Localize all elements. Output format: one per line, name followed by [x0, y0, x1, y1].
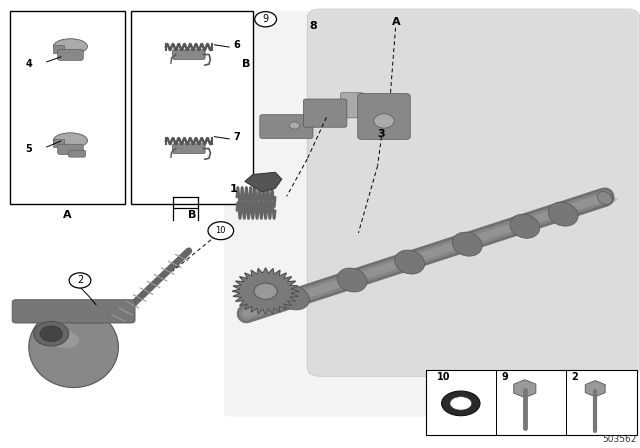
FancyBboxPatch shape: [358, 94, 410, 139]
Ellipse shape: [34, 322, 69, 346]
Ellipse shape: [442, 247, 459, 254]
Ellipse shape: [552, 212, 571, 220]
Text: 2: 2: [77, 276, 83, 285]
FancyBboxPatch shape: [172, 144, 205, 154]
Text: 8: 8: [310, 21, 317, 30]
Ellipse shape: [516, 224, 534, 231]
Text: A: A: [392, 17, 401, 27]
Ellipse shape: [378, 267, 394, 274]
Ellipse shape: [442, 391, 480, 416]
Ellipse shape: [580, 204, 599, 211]
Ellipse shape: [488, 233, 506, 239]
Ellipse shape: [562, 210, 580, 217]
FancyBboxPatch shape: [12, 300, 135, 323]
Text: B: B: [188, 210, 196, 220]
FancyBboxPatch shape: [172, 50, 205, 60]
Bar: [426, 370, 637, 435]
Ellipse shape: [53, 133, 88, 148]
Bar: [10, 11, 125, 204]
Ellipse shape: [332, 282, 347, 288]
FancyBboxPatch shape: [224, 11, 637, 417]
Ellipse shape: [395, 250, 424, 274]
Circle shape: [254, 283, 277, 299]
Text: B: B: [242, 59, 251, 69]
Ellipse shape: [276, 299, 291, 305]
Ellipse shape: [304, 291, 319, 297]
Circle shape: [255, 12, 276, 27]
Ellipse shape: [548, 202, 578, 226]
Ellipse shape: [534, 218, 552, 225]
Text: 7: 7: [234, 132, 241, 142]
FancyBboxPatch shape: [303, 99, 347, 127]
Text: 4: 4: [25, 59, 32, 69]
Text: 5: 5: [25, 144, 32, 154]
Ellipse shape: [405, 259, 422, 265]
Bar: [53, 139, 65, 147]
Ellipse shape: [450, 396, 472, 410]
Ellipse shape: [451, 244, 468, 251]
Ellipse shape: [497, 230, 515, 237]
Polygon shape: [232, 268, 299, 314]
Ellipse shape: [598, 198, 618, 205]
Ellipse shape: [340, 279, 356, 285]
Ellipse shape: [53, 39, 88, 54]
Polygon shape: [245, 172, 282, 192]
Ellipse shape: [460, 241, 477, 248]
Ellipse shape: [506, 227, 524, 234]
FancyBboxPatch shape: [340, 93, 364, 118]
Bar: [53, 45, 65, 53]
Ellipse shape: [337, 268, 367, 292]
Ellipse shape: [470, 238, 487, 245]
FancyBboxPatch shape: [58, 144, 83, 155]
Ellipse shape: [280, 286, 309, 310]
Text: A: A: [63, 210, 72, 220]
Ellipse shape: [258, 305, 272, 310]
Ellipse shape: [294, 293, 310, 299]
Text: 2: 2: [572, 372, 579, 383]
Ellipse shape: [571, 207, 589, 214]
Text: 9: 9: [262, 14, 269, 24]
Ellipse shape: [414, 256, 431, 262]
Text: 10: 10: [437, 372, 451, 383]
Ellipse shape: [248, 308, 263, 314]
Ellipse shape: [313, 288, 328, 293]
Ellipse shape: [396, 262, 412, 268]
Text: 1: 1: [230, 184, 237, 194]
Text: 503562: 503562: [602, 435, 637, 444]
Ellipse shape: [510, 214, 540, 238]
Circle shape: [374, 114, 394, 128]
Bar: [131, 11, 253, 204]
Ellipse shape: [40, 326, 63, 342]
FancyBboxPatch shape: [58, 49, 83, 60]
FancyBboxPatch shape: [68, 150, 86, 157]
Text: 3: 3: [377, 129, 385, 139]
Ellipse shape: [42, 329, 79, 348]
Ellipse shape: [597, 192, 612, 204]
Ellipse shape: [359, 273, 375, 279]
Ellipse shape: [543, 215, 561, 222]
Circle shape: [69, 273, 91, 288]
Ellipse shape: [350, 276, 365, 282]
Ellipse shape: [525, 221, 543, 228]
FancyBboxPatch shape: [260, 115, 313, 138]
Ellipse shape: [29, 307, 118, 388]
Circle shape: [289, 122, 300, 129]
Text: 10: 10: [216, 226, 226, 235]
Ellipse shape: [387, 265, 403, 271]
Ellipse shape: [239, 311, 253, 316]
Ellipse shape: [452, 232, 482, 256]
Circle shape: [208, 222, 234, 240]
Ellipse shape: [285, 297, 300, 302]
Text: 6: 6: [234, 40, 241, 50]
Ellipse shape: [322, 285, 337, 291]
Text: 9: 9: [501, 372, 508, 383]
Ellipse shape: [479, 236, 496, 242]
FancyBboxPatch shape: [307, 9, 640, 376]
Ellipse shape: [424, 253, 440, 259]
Ellipse shape: [433, 250, 449, 257]
Ellipse shape: [589, 201, 608, 208]
Ellipse shape: [368, 270, 384, 276]
Ellipse shape: [267, 302, 282, 308]
